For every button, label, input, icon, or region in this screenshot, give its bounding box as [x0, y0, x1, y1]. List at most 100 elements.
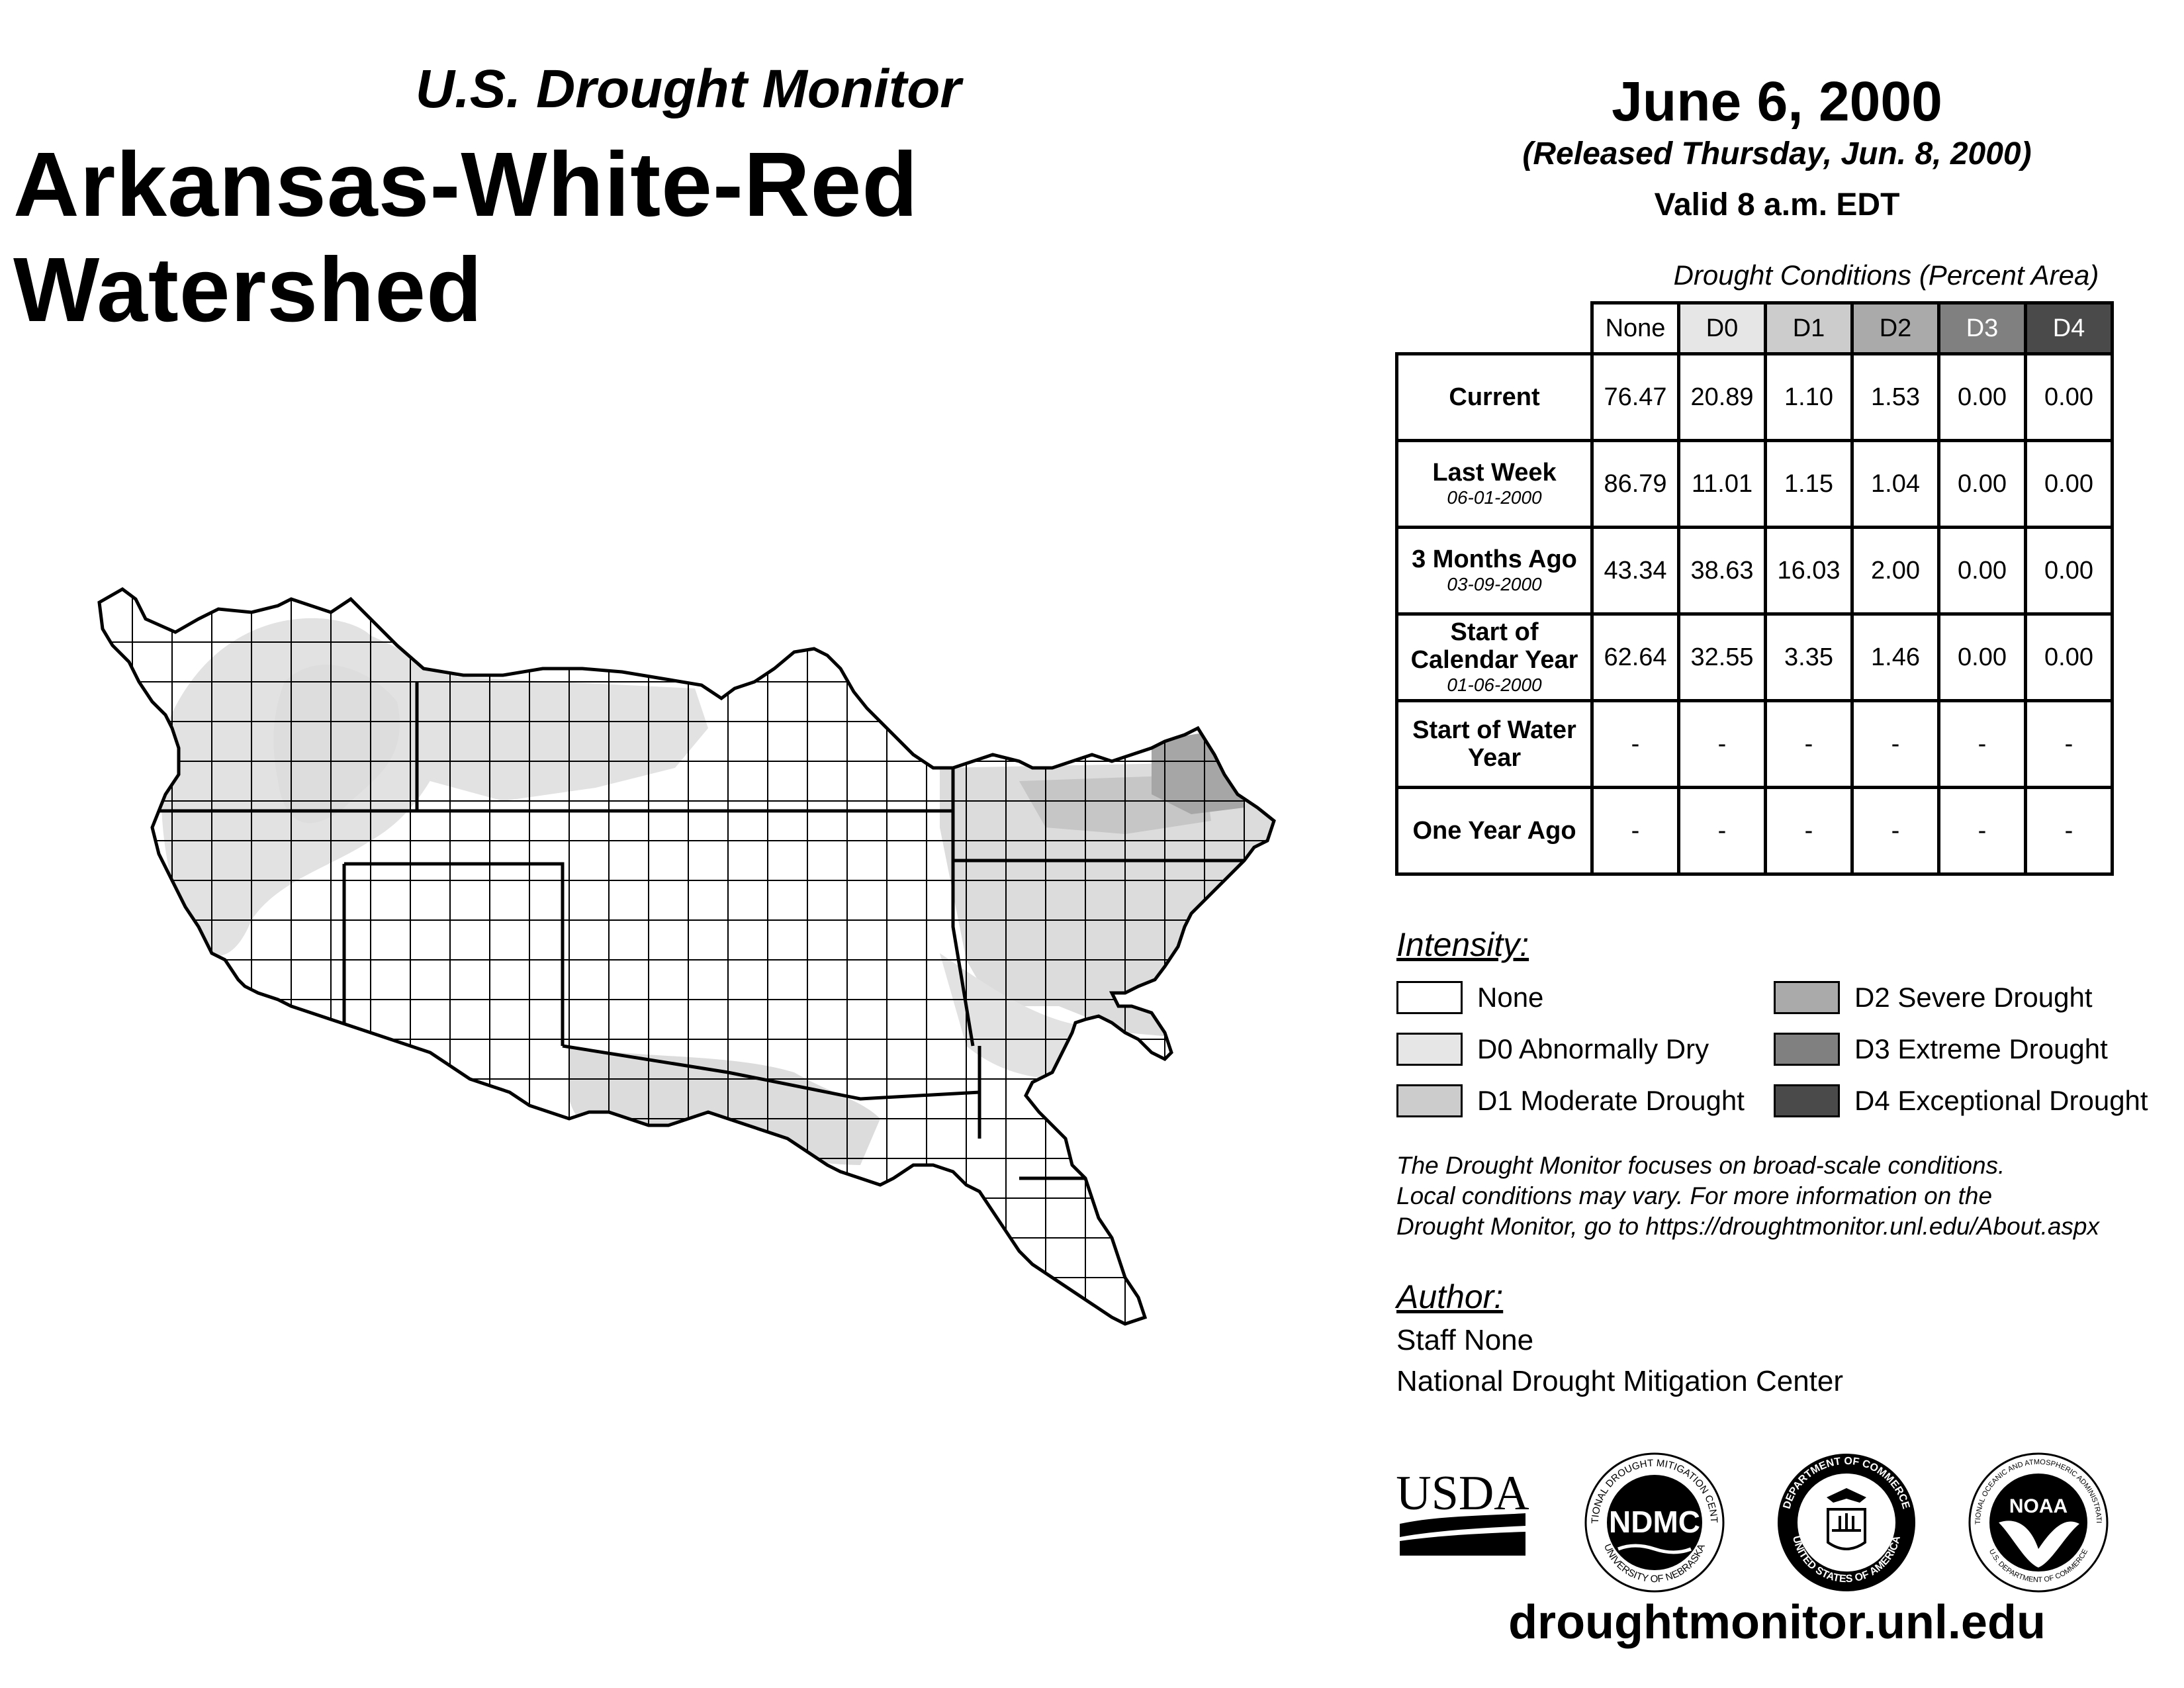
table-row-one-year-ago: One Year Ago - - - - - -: [1395, 786, 2114, 876]
ndmc-wordmark: NDMC: [1609, 1505, 1700, 1539]
table-cell: -: [1850, 786, 1940, 876]
noaa-bird-icon: [1999, 1521, 2079, 1568]
table-cell: 0.00: [1937, 352, 2027, 442]
drought-conditions-table: None D0 D1 D2 D3 D4 Current 76.47 20.89 …: [1395, 301, 2114, 876]
column-header-none: None: [1590, 301, 1680, 355]
table-cell: 20.89: [1677, 352, 1767, 442]
row-sublabel: 06-01-2000: [1447, 487, 1542, 508]
table-cell: -: [1764, 699, 1854, 789]
table-cell: -: [1937, 786, 2027, 876]
table-header-row: None D0 D1 D2 D3 D4: [1396, 301, 2114, 355]
row-sublabel: 03-09-2000: [1447, 574, 1542, 594]
watershed-map: [0, 0, 1297, 1360]
disclaimer-note: The Drought Monitor focuses on broad-sca…: [1396, 1150, 2177, 1242]
ship-icon: [1832, 1513, 1861, 1532]
table-cell: -: [2024, 699, 2114, 789]
row-label-3-months-ago: 3 Months Ago 03-09-2000: [1395, 526, 1594, 616]
usda-logo: USDA: [1396, 1463, 1529, 1562]
legend-swatch: [1774, 981, 1840, 1014]
legend-swatch: [1774, 1033, 1840, 1066]
table-cell: -: [2024, 786, 2114, 876]
row-label-text: Last Week: [1432, 459, 1557, 487]
table-row-3-months-ago: 3 Months Ago 03-09-2000 43.34 38.63 16.03…: [1395, 526, 2114, 616]
table-cell: 1.04: [1850, 439, 1940, 529]
table-cell: 32.55: [1677, 612, 1767, 702]
d0-area-nebraska: [424, 675, 708, 801]
noaa-logo: NATIONAL OCEANIC AND ATMOSPHERIC ADMINIS…: [1963, 1444, 2111, 1595]
row-label-last-week: Last Week 06-01-2000: [1395, 439, 1594, 529]
release-date: (Released Thursday, Jun. 8, 2000): [1522, 136, 2032, 171]
usda-wordmark: USDA: [1396, 1466, 1529, 1521]
note-line: The Drought Monitor focuses on broad-sca…: [1396, 1152, 2005, 1179]
table-cell: 76.47: [1590, 352, 1680, 442]
table-cell: 0.00: [1937, 439, 2027, 529]
table-cell: 0.00: [2024, 526, 2114, 616]
legend-item-none: None: [1396, 980, 1543, 1015]
table-cell: 11.01: [1677, 439, 1767, 529]
footer-url[interactable]: droughtmonitor.unl.edu: [1508, 1596, 2046, 1649]
table-cell: 38.63: [1677, 526, 1767, 616]
table-cell: -: [1937, 699, 2027, 789]
ndmc-logo-svg: NATIONAL DROUGHT MITIGATION CENTER UNIVE…: [1578, 1441, 1725, 1593]
row-label-one-year-ago: One Year Ago: [1395, 786, 1594, 876]
table-cell: 0.00: [2024, 612, 2114, 702]
table-cell: 43.34: [1590, 526, 1680, 616]
legend-swatch: [1396, 1084, 1463, 1117]
legend-swatch: [1396, 1033, 1463, 1066]
ndmc-wave: [1617, 1544, 1692, 1554]
d0-area-wyoming: [273, 665, 400, 823]
row-sublabel: 01-06-2000: [1447, 675, 1542, 695]
table-cell: 1.10: [1764, 352, 1854, 442]
table-cell: -: [1677, 699, 1767, 789]
table-cell: 0.00: [1937, 612, 2027, 702]
table-cell: 0.00: [2024, 352, 2114, 442]
legend-label: None: [1477, 982, 1544, 1013]
column-header-d0: D0: [1677, 301, 1767, 355]
table-row-start-calendar-year: Start of Calendar Year 01-06-2000 62.64 3…: [1395, 612, 2114, 702]
ndmc-logo: NATIONAL DROUGHT MITIGATION CENTER UNIVE…: [1578, 1441, 1727, 1595]
table-cell: 3.35: [1764, 612, 1854, 702]
table-cell: 62.64: [1590, 612, 1680, 702]
drought-areas: [161, 618, 1274, 1165]
table-cell: -: [1764, 786, 1854, 876]
noaa-logo-svg: NATIONAL OCEANIC AND ATMOSPHERIC ADMINIS…: [1963, 1444, 2109, 1593]
row-label-current: Current: [1395, 352, 1594, 442]
table-cell: 0.00: [2024, 439, 2114, 529]
legend-item-d3: D3 Extreme Drought: [1774, 1031, 2108, 1067]
table-cell: 1.53: [1850, 352, 1940, 442]
noaa-wordmark: NOAA: [2009, 1495, 2068, 1517]
table-corner: [1396, 303, 1594, 355]
legend-label: D1 Moderate Drought: [1477, 1085, 1745, 1116]
table-cell: 2.00: [1850, 526, 1940, 616]
noaa-inner-disc: [1989, 1474, 2087, 1571]
legend-swatch: [1396, 981, 1463, 1014]
doc-seal-logo: DEPARTMENT OF COMMERCE UNITED STATES OF …: [1774, 1450, 1919, 1595]
map-title: Arkansas-White-Red Watershed: [13, 134, 919, 341]
row-label-text: Current: [1449, 383, 1540, 411]
legend-item-d1: D1 Moderate Drought: [1396, 1083, 1745, 1119]
eagle-icon: [1827, 1488, 1866, 1503]
legend-label: D4 Exceptional Drought: [1854, 1085, 2148, 1116]
author-organization: National Drought Mitigation Center: [1396, 1365, 1844, 1397]
table-cell: 86.79: [1590, 439, 1680, 529]
row-label-text: 3 Months Ago: [1412, 545, 1577, 573]
doc-seal-svg: DEPARTMENT OF COMMERCE UNITED STATES OF …: [1778, 1454, 1915, 1591]
table-row-start-water-year: Start of Water Year - - - - - -: [1395, 699, 2114, 789]
table-row-current: Current 76.47 20.89 1.10 1.53 0.00 0.00: [1395, 352, 2114, 442]
table-row-last-week: Last Week 06-01-2000 86.79 11.01 1.15 1.0…: [1395, 439, 2114, 529]
legend-swatch: [1774, 1084, 1840, 1117]
table-title: Drought Conditions (Percent Area): [1673, 259, 2099, 291]
usda-field-stripe: [1400, 1513, 1525, 1537]
valid-time: Valid 8 a.m. EDT: [1654, 187, 1900, 222]
column-header-d3: D3: [1937, 301, 2027, 355]
table-cell: 16.03: [1764, 526, 1854, 616]
legend-item-d2: D2 Severe Drought: [1774, 980, 2093, 1015]
map-subtitle: U.S. Drought Monitor: [415, 59, 962, 119]
column-header-d1: D1: [1764, 301, 1854, 355]
table-cell: 0.00: [1937, 526, 2027, 616]
row-label-text: Start of Calendar Year: [1410, 618, 1578, 674]
legend-item-d0: D0 Abnormally Dry: [1396, 1031, 1709, 1067]
column-header-d4: D4: [2024, 301, 2114, 355]
row-label-start-water-year: Start of Water Year: [1395, 699, 1594, 789]
legend-title: Intensity:: [1396, 926, 1529, 963]
